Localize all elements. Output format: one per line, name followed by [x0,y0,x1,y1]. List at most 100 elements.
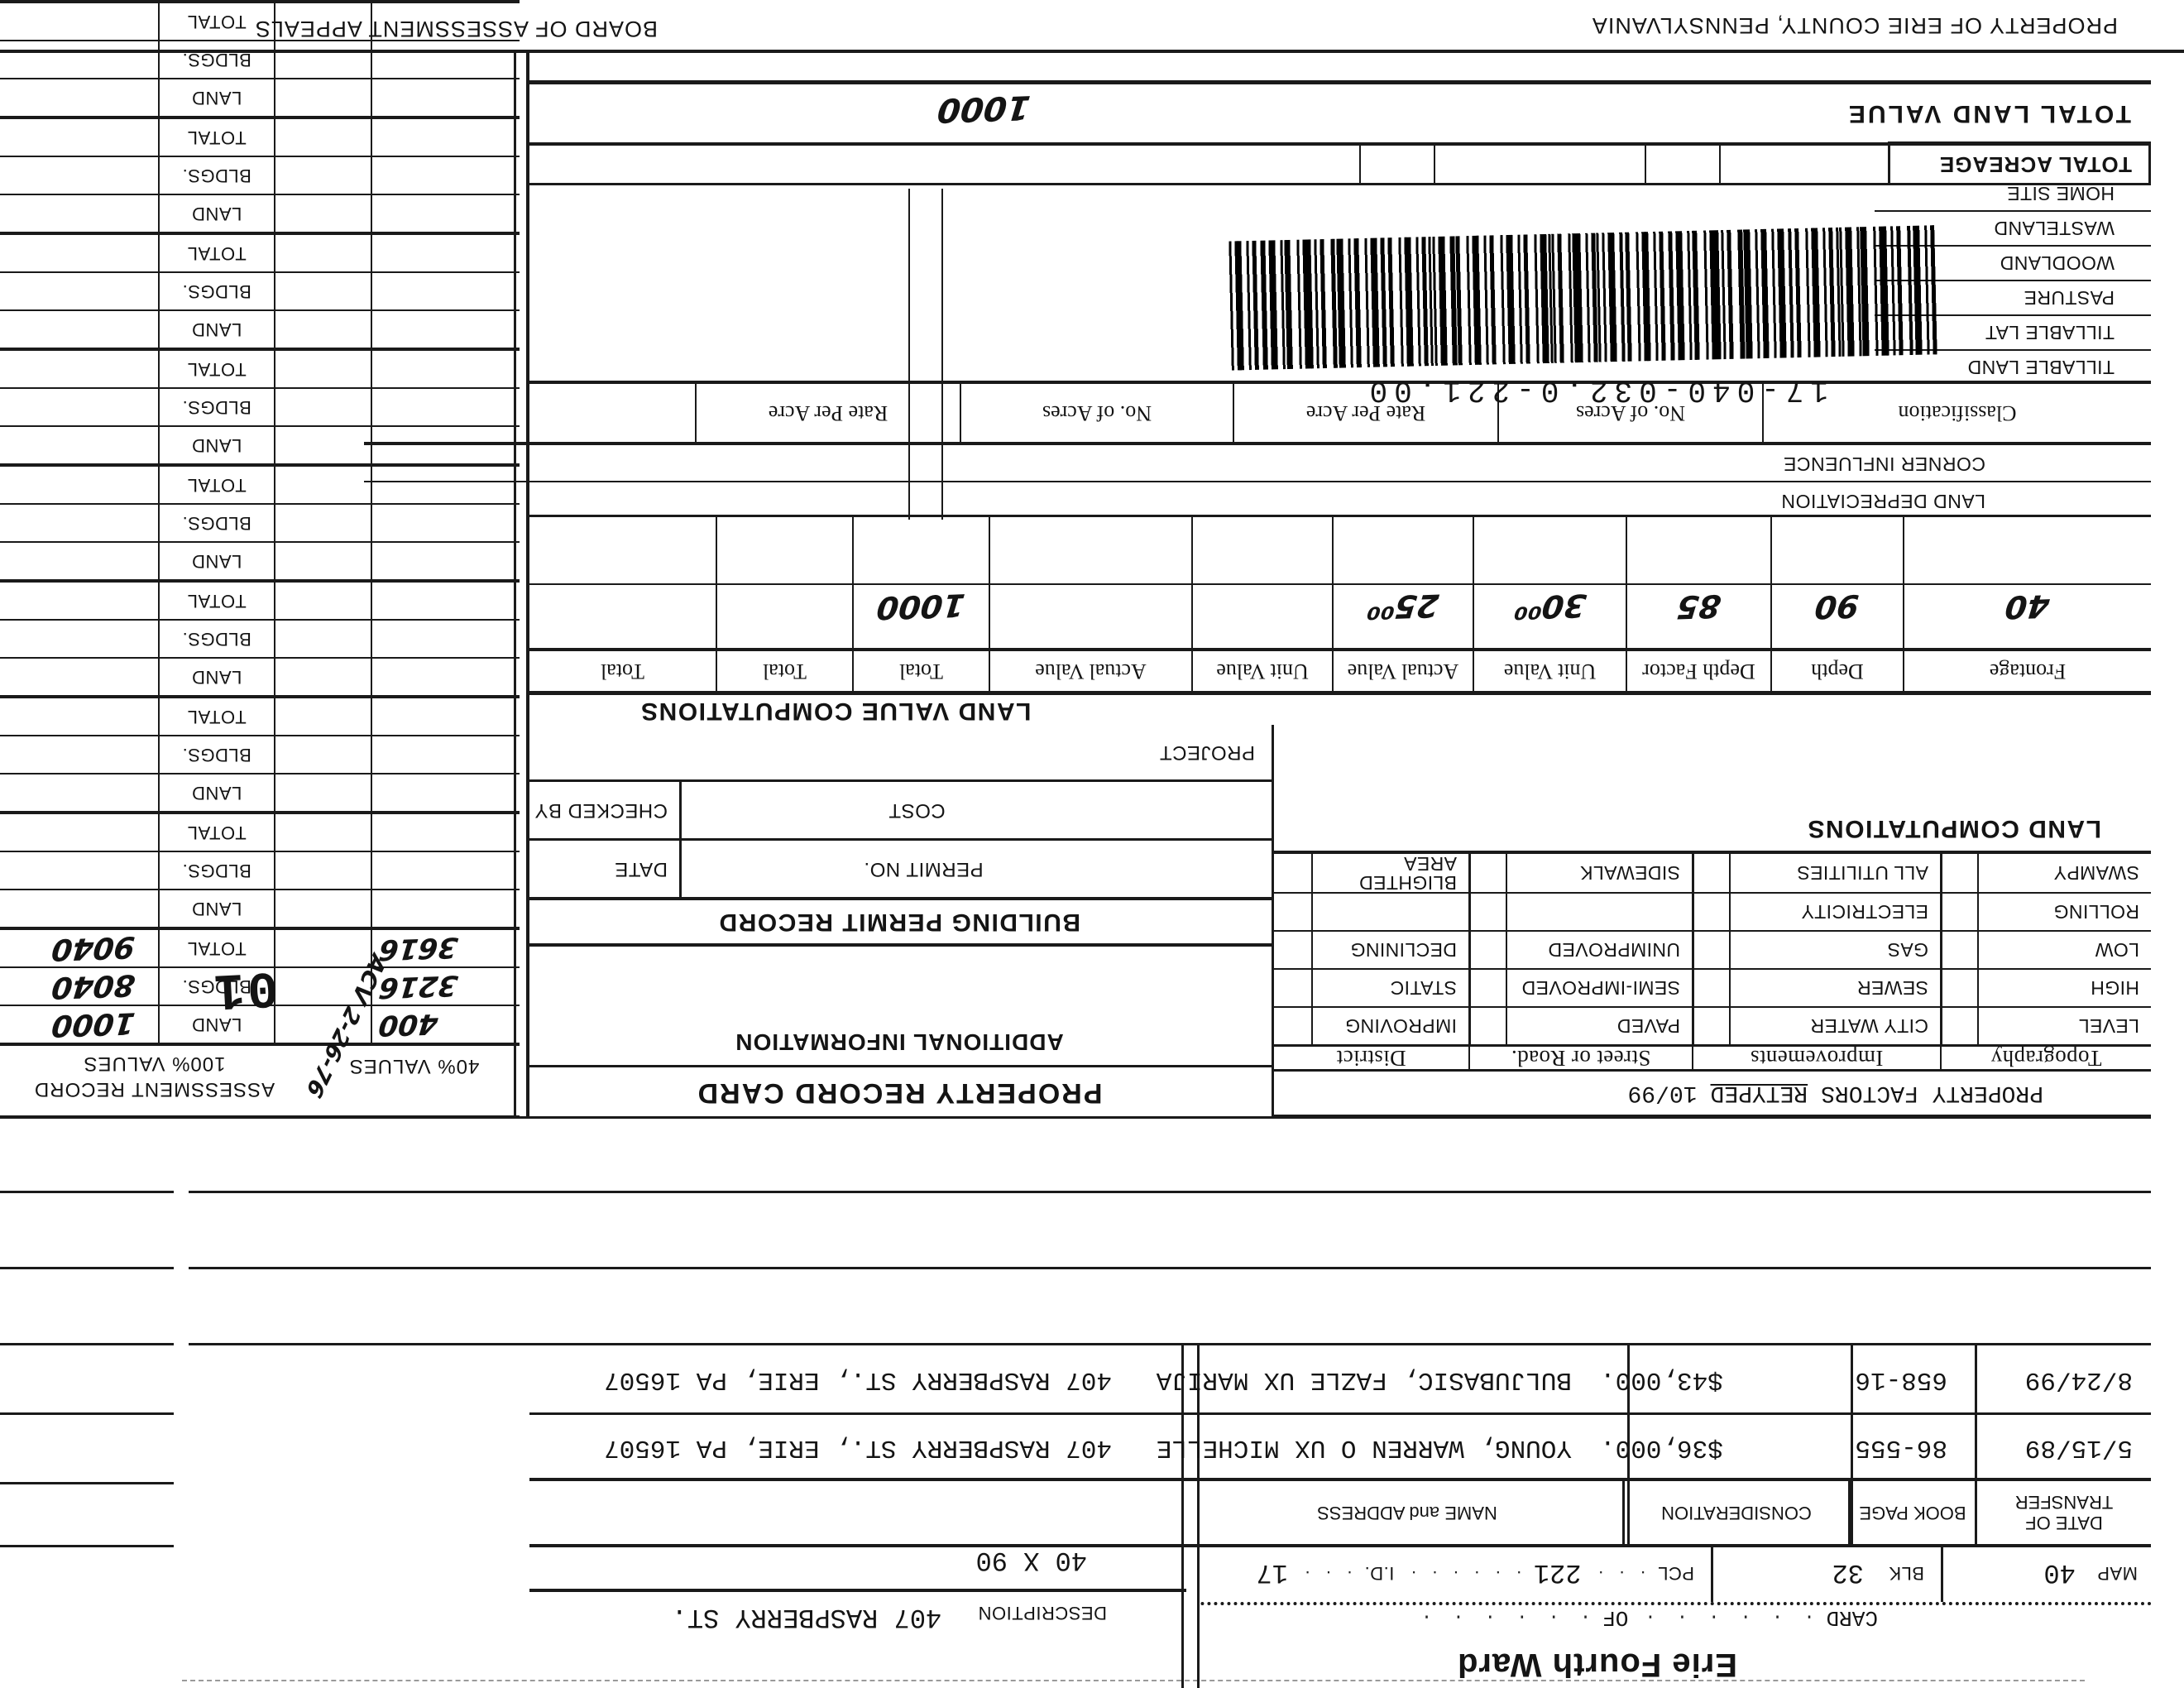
spacer-column [274,698,300,735]
factor-item: SEWER [1729,968,1940,1006]
row-label: TOTAL [158,583,274,619]
factor-checkbox [1274,892,1311,930]
value-40pct [371,698,520,735]
lvc-frontage-value: 40 [1903,583,2151,648]
header-left: Erie Fourth Ward CARD · · · · · · OF · · · … [1200,1544,2151,1688]
lvc-blank-cell [1903,517,2151,583]
acreage-tick [1719,146,1721,185]
lvc-blank-cell [1191,517,1332,583]
assessment-row: TOTAL [0,351,520,389]
acreage-tick [1645,146,1646,185]
card-of-line: CARD · · · · · · OF · · · · · · [1405,1605,1878,1630]
permit-no-label: PERMIT NO. [679,841,1272,897]
acreage-tick [1359,146,1361,185]
leader-dots: · · · [1299,1563,1353,1584]
spacer-column [274,621,300,657]
leader-dots: · · · · · · [1415,1606,1592,1627]
factor-checkbox [1468,930,1506,968]
value-100pct [0,195,158,232]
map-cell: MAP 40 [1943,1544,2151,1602]
assessment-row: BLDGS. [0,852,520,890]
note-column [300,852,371,889]
assessment-group-filled: 400 LAND 1000 3216 BLDGS. 8040 3616 TOTA… [0,927,520,1102]
strip-line [0,1412,174,1415]
strip-line [0,1545,174,1547]
value-100pct [0,698,158,735]
note-column [300,736,371,773]
factor-checkbox [1692,968,1729,1006]
grid-line [941,189,943,520]
empty-row-line [189,1343,2151,1345]
note-column [300,621,371,657]
assessment-row: TOTAL [0,698,520,736]
cost-row: COST CHECKED BY [527,779,1272,838]
row-label: BLDGS. [158,505,274,541]
factor-item: IMPROVING [1311,1006,1468,1044]
checked-by-label: CHECKED BY [534,799,668,822]
value-40pct [371,157,520,194]
strip-line [0,1267,174,1269]
lvc-blank-cell [1770,517,1903,583]
value-40pct [371,311,520,348]
record-card-title: PROPERTY RECORD CARD [527,1065,1272,1119]
spacer-column [274,814,300,851]
assessment-groups-empty: LAND BLDGS. TOTAL LAND BLDGS. TOTAL LAND [0,0,520,927]
lvc-header: Unit Value [1191,648,1332,691]
factor-item [1311,892,1468,930]
assessment-row: BLDGS. [0,736,520,774]
corner-influence-row: CORNER INFLUENCE [364,442,2151,482]
value-40pct [371,41,520,78]
value-40pct [371,774,520,811]
stamp-01: 01 [209,957,280,1020]
value-100pct: 8040 [50,967,137,1005]
value-100pct [0,311,158,348]
note-column [300,273,371,309]
row-label: BLDGS. [158,273,274,309]
factor-checkbox [1468,1006,1506,1044]
transfer-header-address-spacer [529,1481,1192,1544]
spacer-column [274,389,300,425]
value-100pct [0,119,158,156]
value-40pct [371,583,520,619]
factor-item: ALL UTILITIES [1729,854,1940,892]
footer-right-caption: BOARD OF ASSESSMENT APPEALS [254,17,658,41]
strip-line [0,1191,174,1193]
transfer-book: 658-16 [1855,1365,1947,1395]
lvc-empty-cell [989,583,1191,648]
lvc-blank-cell [852,517,989,583]
row-label: BLDGS. [158,41,274,78]
spacer-column [274,427,300,463]
factor-checkbox [1692,892,1729,930]
record-card-block: PROPERTY RECORD CARD ADDITIONAL INFORMAT… [527,725,1274,1119]
value-40pct [371,119,520,156]
lvc-actual-value: 25⁰⁰ [1332,583,1473,648]
factor-checkbox [1940,854,1977,892]
assessment-panel: 40% VALUES ASSESSMENT RECORD 100% VALUES… [0,0,520,1119]
row-label: LAND [158,195,274,232]
transfer-row: 5/15/89 86-555 $36,000. YOUNG, WARREN O … [529,1412,2151,1481]
factor-item: UNIMPROVED [1506,930,1692,968]
spacer-column [274,351,300,387]
factor-item: LOW [1977,930,2151,968]
value-40pct [371,621,520,657]
value-40pct [371,467,520,503]
lvc-header: Total [529,648,716,691]
note-column [300,930,371,966]
spacer-column [274,505,300,541]
blk-value: 32 [1832,1557,1864,1589]
total-acreage-label: TOTAL ACREAGE [1888,141,2151,185]
spacer-column [274,774,300,811]
value-40pct [371,814,520,851]
transfer-book: 86-555 [1855,1433,1947,1463]
note-column [300,311,371,348]
assessment-group: LAND BLDGS. TOTAL [0,463,520,579]
pcl-label: PCL [1657,1563,1694,1584]
classification-header-row: Classification No. of Acres Rate Per Acr… [529,381,2151,442]
value-100pct [0,543,158,579]
factors-col-header: Street or Road. [1468,1044,1692,1071]
lvc-total-value: 1000 [852,583,989,648]
value-40pct [371,736,520,773]
acreage-tick [1434,146,1435,185]
factor-item: SEMI-IMPROVED [1506,968,1692,1006]
assessment-row: BLDGS. [0,389,520,427]
